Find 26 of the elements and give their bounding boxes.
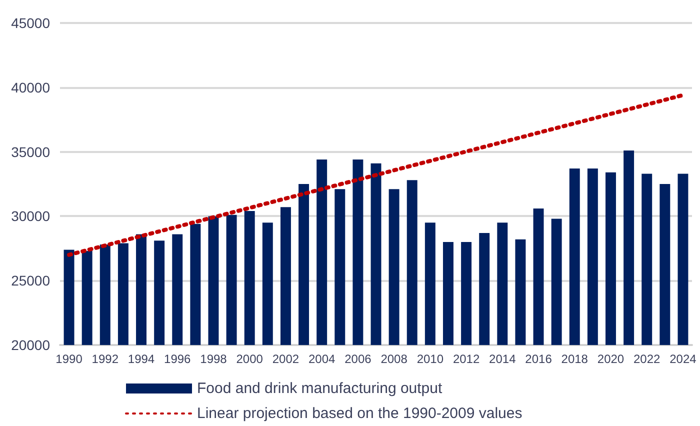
x-tick-label: 1998 — [200, 352, 228, 366]
y-tick-label: 20000 — [11, 337, 50, 353]
legend-label: Linear projection based on the 1990-2009 values — [197, 405, 522, 422]
y-tick-label: 25000 — [11, 272, 50, 289]
x-tick-label: 2002 — [272, 352, 300, 366]
x-tick-label: 2024 — [670, 352, 697, 366]
x-tick-label: 1994 — [128, 352, 155, 366]
x-tick-label: 1996 — [164, 352, 192, 366]
legend-label: Food and drink manufacturing output — [197, 380, 443, 397]
x-tick-label: 2016 — [525, 352, 552, 366]
x-tick-label: 2010 — [416, 352, 444, 366]
y-tick-label: 30000 — [11, 208, 50, 224]
x-tick-label: 2018 — [561, 352, 588, 366]
x-tick-label: 2020 — [597, 352, 624, 366]
x-tick-label: 2004 — [308, 352, 336, 366]
x-tick-label: 1990 — [56, 352, 83, 366]
x-tick-label: 2008 — [380, 352, 408, 366]
x-tick-label: 1992 — [92, 352, 119, 366]
y-tick-label: 40000 — [11, 79, 50, 96]
x-tick-label: 2012 — [452, 352, 480, 366]
y-tick-label: 35000 — [11, 144, 50, 160]
x-tick-label: 2014 — [489, 352, 516, 366]
y-tick-label: 45000 — [11, 15, 50, 31]
x-tick-label: 2000 — [236, 352, 264, 366]
x-tick-label: 2006 — [344, 352, 372, 366]
x-tick-label: 2022 — [634, 352, 661, 366]
